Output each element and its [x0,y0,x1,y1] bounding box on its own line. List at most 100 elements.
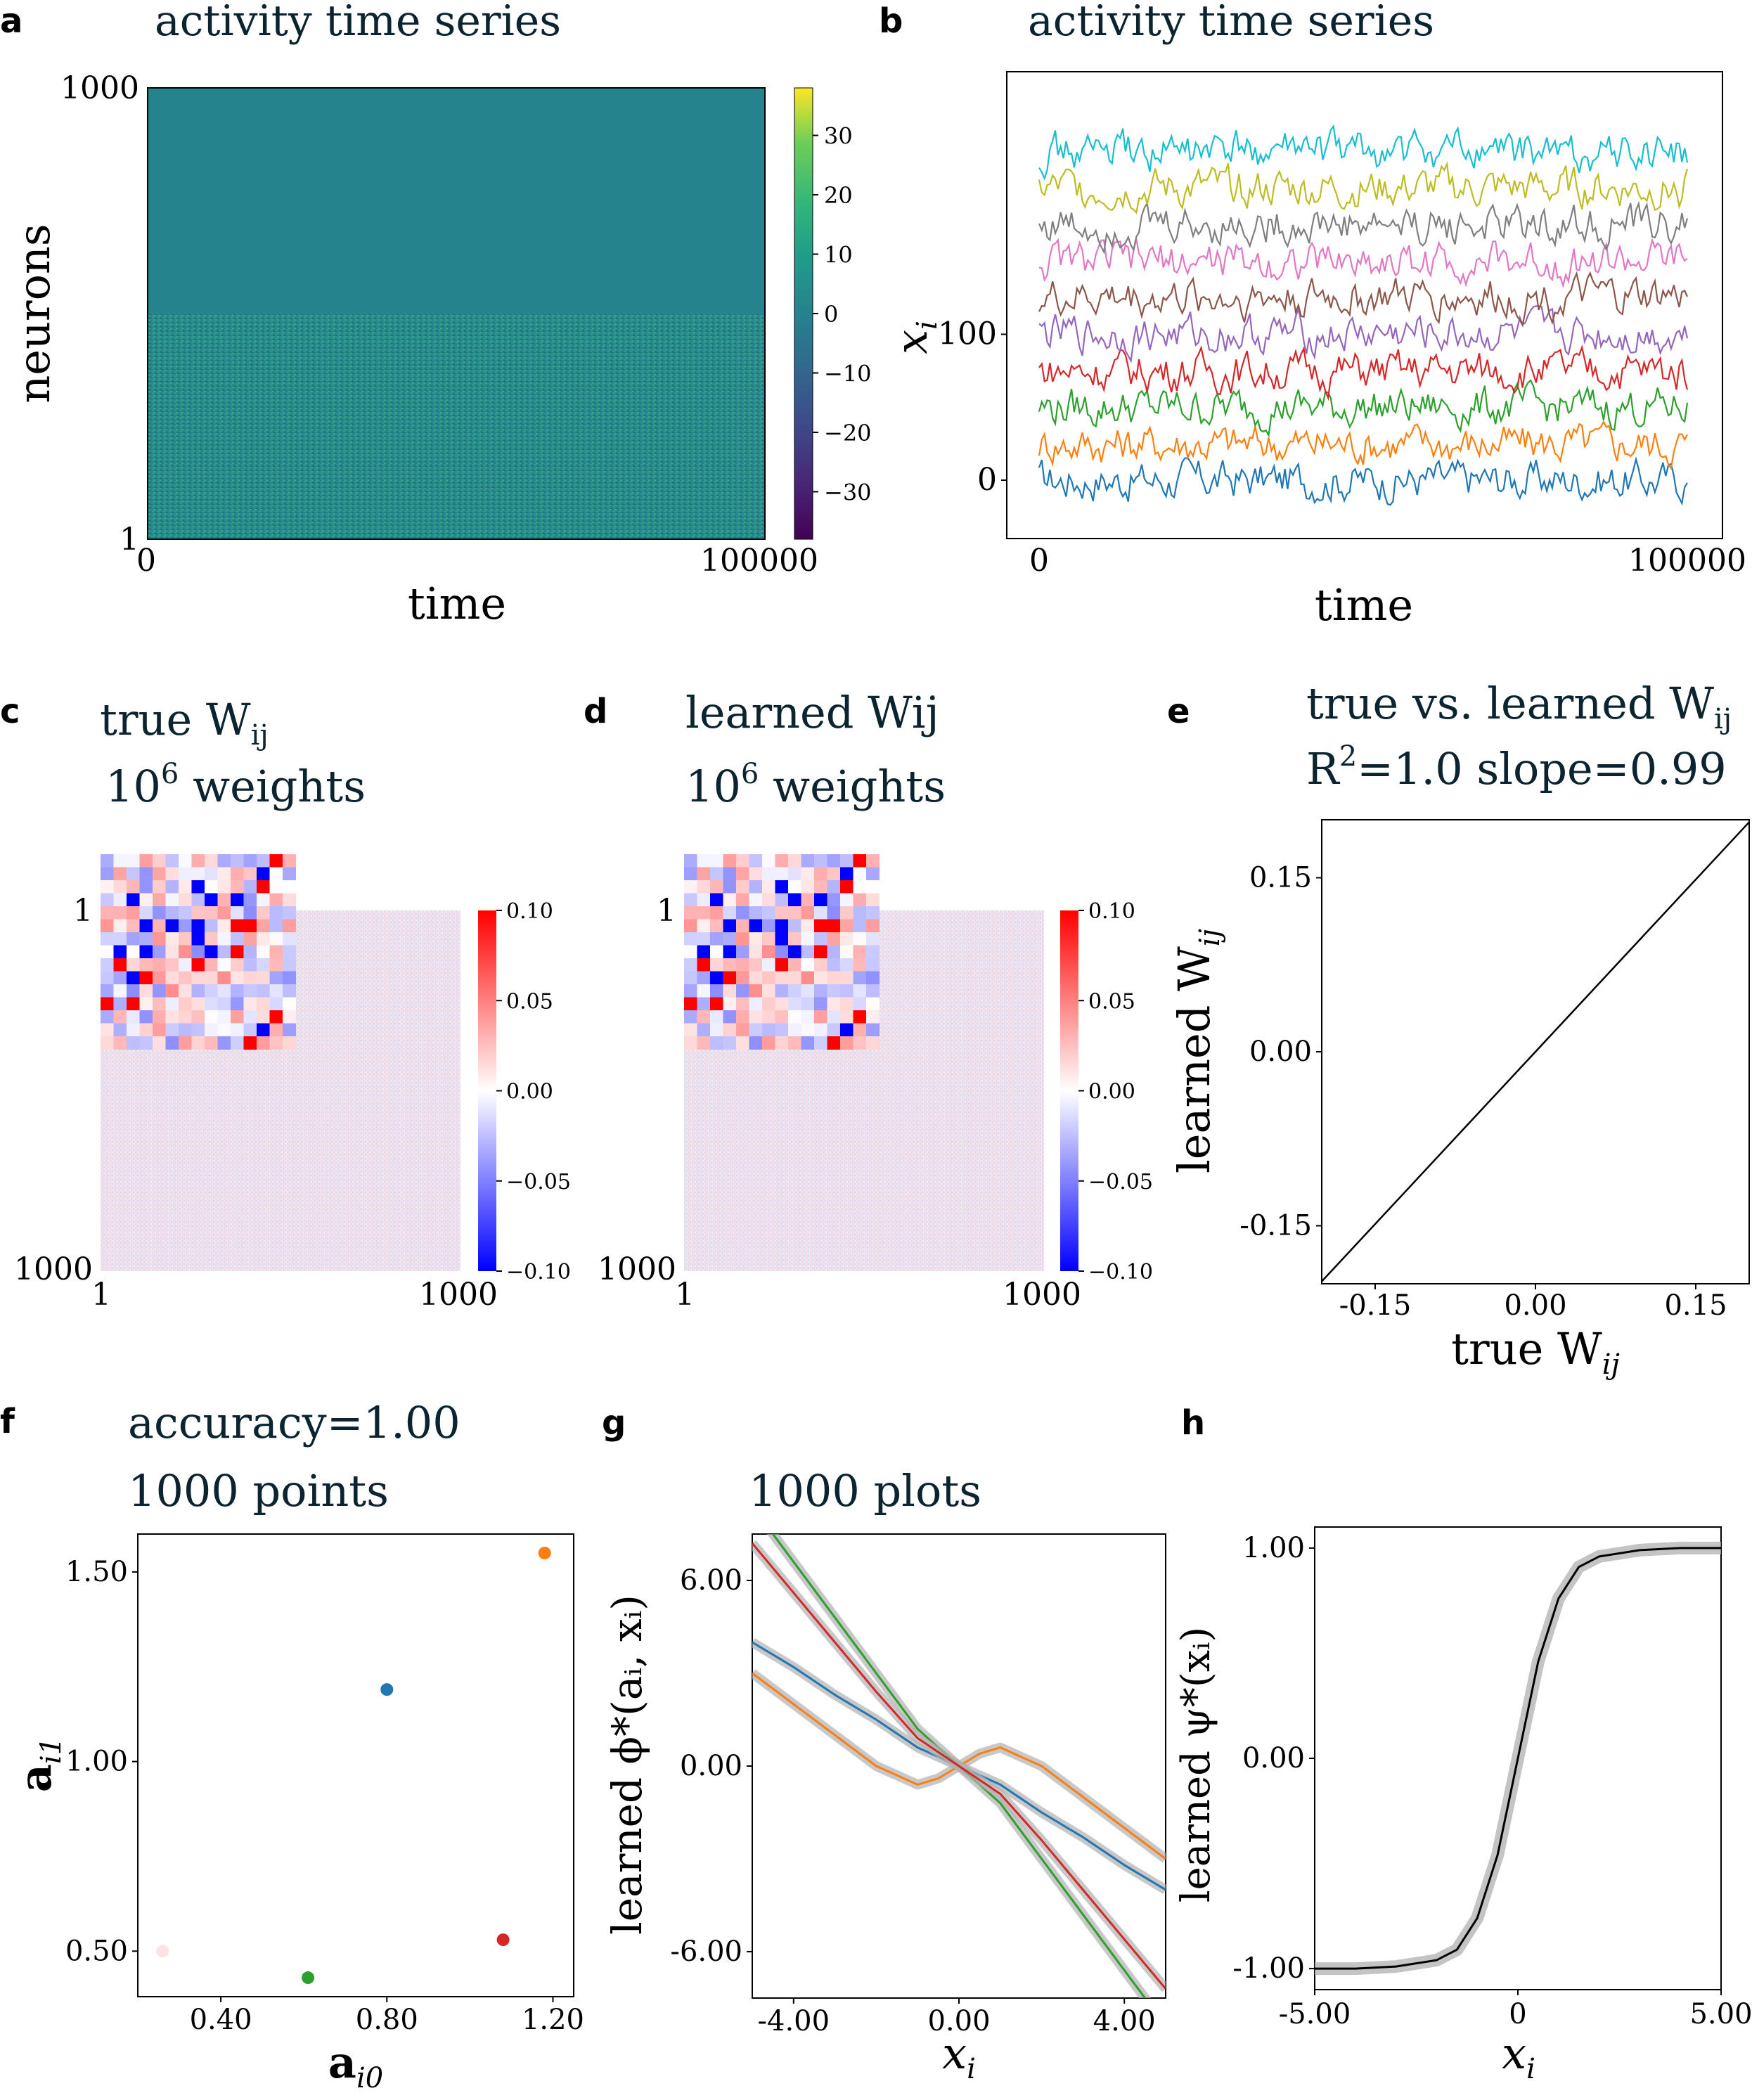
weight-cell [684,1036,697,1050]
weight-cell [231,945,244,959]
weight-cell [205,932,218,946]
weight-cell [775,958,789,972]
weight-cell [139,919,153,933]
weight-cell [723,1010,737,1024]
weight-cell [827,919,841,933]
panel-e-subtitle: R2=1.0 slope=0.99 [1306,740,1727,794]
weight-cell [775,854,789,868]
weight-cell [853,997,867,1011]
weight-cell [205,1036,218,1050]
weight-cell [179,893,192,907]
weight-cell [165,854,179,868]
weight-cell [723,854,737,868]
weight-cell [179,932,192,946]
weight-cell [101,984,114,998]
weight-cell [165,932,179,946]
weight-cell [697,919,711,933]
panel-d-subtitle: 106 weights [685,758,946,812]
weight-cell [736,854,749,868]
weight-cell [217,932,231,946]
weight-cell [139,1023,153,1037]
weight-cell [697,854,711,868]
weight-cell [113,867,127,881]
weight-cell [165,945,179,959]
weight-cell [684,893,697,907]
weight-cell [866,1023,880,1037]
weight-cell [684,1010,697,1024]
weight-cell [697,893,711,907]
weight-cell [205,893,218,907]
weight-cell [127,997,140,1011]
series-line [1038,456,1688,506]
weight-cell [749,997,763,1011]
weight-cell [736,893,749,907]
weight-cell [139,932,153,946]
weight-cell [113,906,127,920]
weight-cell [191,1010,205,1024]
weight-cell [840,932,854,946]
weight-cell [153,919,166,933]
weight-cell [231,880,244,894]
weight-cell [191,1023,205,1037]
weight-cell [866,1036,880,1050]
weight-cell [723,945,737,959]
panel-g: g 1000 plots -4.00 0.00 4.006.000.00-6.00 … [602,1403,1166,2085]
xtick-label: 4.00 [1093,2005,1156,2037]
weight-cell [191,984,205,998]
weight-cell [139,867,153,881]
weight-cell [853,880,867,894]
weight-cell [736,932,749,946]
weight-cell [101,932,114,946]
weight-cell [283,945,296,959]
weight-cell [165,906,179,920]
weight-cell [153,984,166,998]
weight-cell [243,880,257,894]
weight-cell [814,1023,827,1037]
weight-cell [866,997,880,1011]
weight-cell [127,945,140,959]
weight-cell [231,971,244,985]
colorbar-tick-label: −0.05 [506,1170,571,1194]
panel-c-subtitle: 106 weights [105,758,366,812]
weight-cell [827,893,841,907]
weight-cell [113,1036,127,1050]
learned-function-line [1315,1547,1721,1970]
panel-a-title: activity time series [155,0,561,46]
weight-cell [736,867,749,881]
weight-cell [827,971,841,985]
panel-letter-g: g [602,1403,626,1443]
weight-cell [205,1023,218,1037]
weight-cell [127,1036,140,1050]
ytick-label: -1.00 [1232,1952,1305,1985]
colorbar-tick-label: 0.10 [506,899,553,924]
weight-cell [762,1010,775,1024]
weight-cell [723,893,737,907]
weight-cell [179,854,192,868]
panel-a: a activity time series 1000 1 0 100000 t… [0,0,872,629]
weight-cell [191,958,205,972]
colorbar-tick-label: 30 [824,123,853,150]
weight-cell [269,932,283,946]
weight-cell [801,984,815,998]
weight-cell [283,854,296,868]
weight-cell [749,945,763,959]
weight-cell [814,1036,827,1050]
panel-a-xtick-right: 100000 [700,543,818,579]
weight-cell [866,880,880,894]
weight-cell [866,945,880,959]
weight-cell [139,971,153,985]
weight-cell [866,984,880,998]
weight-cell [762,919,775,933]
weight-cell [153,945,166,959]
weight-cell [139,906,153,920]
panel-f-xlabel: ai0 [328,2037,383,2094]
weight-cell [101,945,114,959]
panel-e-ylabel: learned Wij [1168,929,1226,1173]
panel-d-title: learned Wij [685,687,939,738]
weight-cell [269,1036,283,1050]
weight-cell [710,867,723,881]
weight-cell [243,893,257,907]
weight-cell [179,958,192,972]
weight-cell [191,880,205,894]
weight-cell [710,997,723,1011]
